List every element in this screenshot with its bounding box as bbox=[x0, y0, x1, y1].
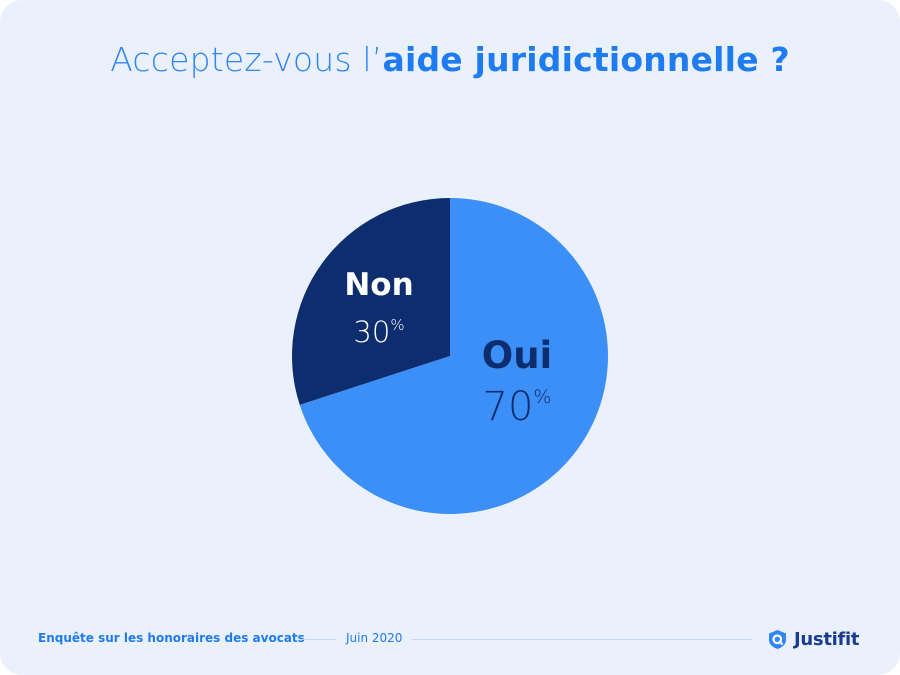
pie-labels: Oui 70% Non 30% bbox=[344, 267, 552, 430]
pie-slice-oui bbox=[299, 198, 608, 514]
footer: Enquête sur les honoraires des avocats J… bbox=[38, 627, 868, 653]
slice-label-non: Non bbox=[344, 267, 413, 303]
footer-divider-left bbox=[302, 639, 336, 640]
brand-name: Justifit bbox=[794, 628, 860, 650]
slice-value-oui: 70% bbox=[483, 384, 552, 430]
chart-title: Acceptez-vous l’aide juridictionnelle ? bbox=[0, 40, 900, 79]
slice-label-oui: Oui bbox=[482, 334, 552, 377]
chart-title-emphasis: aide juridictionnelle ? bbox=[382, 40, 790, 79]
footer-divider-right bbox=[412, 639, 752, 640]
footer-date: Juin 2020 bbox=[346, 631, 403, 645]
slice-value-non: 30% bbox=[353, 315, 404, 349]
brand-logo[interactable]: Justifit bbox=[767, 627, 860, 651]
pie-slices bbox=[291, 198, 608, 514]
pie-slice-non bbox=[291, 198, 450, 405]
footer-survey-label: Enquête sur les honoraires des avocats bbox=[38, 631, 305, 645]
shield-icon bbox=[767, 629, 788, 650]
chart-title-prefix: Acceptez-vous l’ bbox=[110, 40, 383, 79]
